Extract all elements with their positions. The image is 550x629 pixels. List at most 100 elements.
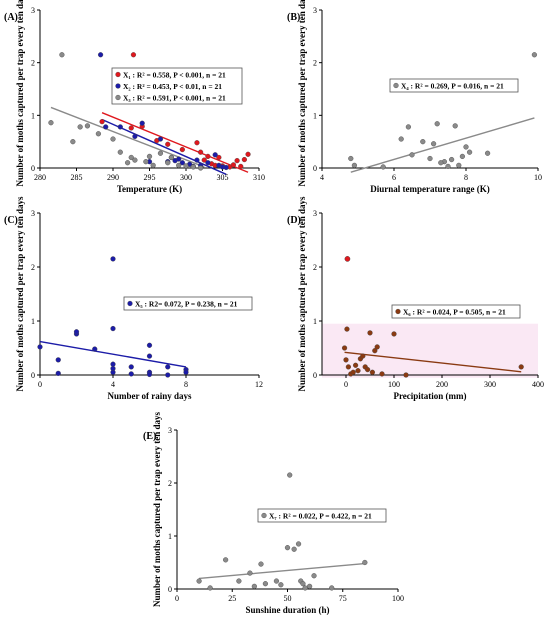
x-tick-label: 295 bbox=[144, 173, 156, 182]
data-point-brown bbox=[367, 330, 373, 336]
y-axis-title: Number of moths captured per trap every … bbox=[15, 0, 25, 187]
legend-box bbox=[389, 78, 519, 93]
data-point-blue bbox=[165, 364, 171, 370]
x-tick-label: 25 bbox=[228, 594, 236, 603]
data-point-gray bbox=[531, 52, 538, 58]
legend-box bbox=[111, 67, 243, 105]
x-axis-title: Precipitation (mm) bbox=[393, 391, 466, 401]
y-tick-label: 1 bbox=[31, 317, 35, 326]
data-point-blue bbox=[146, 353, 153, 359]
fit-line-gray bbox=[350, 117, 535, 173]
legend-entry: X₄ : R² = 0.269, P = 0.016, n = 21 bbox=[401, 82, 504, 91]
data-point-gray bbox=[467, 149, 473, 155]
x-tick-label: 12 bbox=[255, 380, 263, 389]
data-point-gray bbox=[168, 154, 175, 161]
data-point-blue bbox=[194, 157, 200, 163]
legend-entry: X₂ : R² = 0.453, P < 0.01, n = 21 bbox=[123, 82, 222, 91]
x-tick-label: 8 bbox=[464, 173, 468, 182]
y-tick-label: 0 bbox=[313, 371, 317, 380]
data-point-gray bbox=[84, 123, 91, 129]
legend-entry: X₇ : R² = 0.022, P = 0.422, n = 21 bbox=[269, 512, 372, 521]
x-tick-label: 75 bbox=[339, 594, 347, 603]
data-point-brown bbox=[360, 353, 366, 359]
data-point-gray bbox=[143, 159, 149, 165]
y-tick-label: 1 bbox=[168, 532, 172, 541]
data-point-gray bbox=[300, 581, 306, 587]
data-point-gray bbox=[456, 162, 462, 168]
data-point-gray bbox=[291, 546, 297, 552]
data-point-blue bbox=[179, 160, 185, 166]
data-point-gray bbox=[463, 144, 469, 150]
y-tick-label: 3 bbox=[31, 6, 35, 15]
data-point-gray bbox=[273, 578, 280, 584]
legend-marker bbox=[115, 83, 121, 89]
data-point-gray bbox=[251, 583, 257, 589]
data-point-gray bbox=[183, 163, 189, 169]
x-tick-label: 305 bbox=[217, 173, 229, 182]
y-tick-label: 3 bbox=[168, 426, 172, 435]
chart-panel-2: 0 1 2 3 4 6 8 10 Diurnal temperature range (K) Nu… bbox=[287, 0, 542, 194]
legend-entry: X₅ : R2= 0.072, P = 0.238, n = 21 bbox=[135, 300, 238, 309]
data-point-gray bbox=[329, 585, 335, 591]
y-axis-title: Number of moths captured per trap every … bbox=[297, 196, 307, 391]
x-axis-title: Number of rainy days bbox=[107, 391, 192, 401]
legend-marker bbox=[115, 94, 121, 101]
data-point-gray bbox=[380, 164, 386, 170]
data-point-red bbox=[201, 157, 207, 163]
data-point-gray bbox=[438, 160, 444, 166]
data-point-gray bbox=[196, 578, 202, 584]
data-point-gray bbox=[262, 581, 269, 587]
data-point-gray bbox=[70, 139, 76, 145]
data-point-red bbox=[194, 140, 200, 146]
panel-label: (E) bbox=[143, 431, 156, 442]
data-point-red bbox=[198, 149, 204, 155]
y-tick-label: 1 bbox=[313, 317, 317, 326]
legend-entry: X₁ : R² = 0.558, P < 0.001, n = 21 bbox=[123, 71, 226, 80]
x-tick-label: 200 bbox=[436, 380, 448, 389]
y-tick-label: 2 bbox=[313, 59, 317, 68]
panel-label: (D) bbox=[287, 215, 301, 226]
data-point-blue bbox=[212, 152, 218, 158]
legend-box bbox=[257, 508, 387, 523]
data-point-gray bbox=[48, 120, 54, 126]
x-tick-label: 10 bbox=[534, 173, 542, 182]
legend-box bbox=[391, 304, 521, 319]
legend-marker bbox=[115, 71, 121, 78]
y-tick-label: 1 bbox=[313, 111, 317, 120]
fit-line-blue bbox=[101, 118, 227, 175]
x-tick-label: 285 bbox=[71, 173, 83, 182]
data-point-blue bbox=[103, 124, 109, 130]
data-point-gray bbox=[223, 557, 229, 563]
data-point-gray bbox=[128, 154, 134, 161]
y-tick-label: 2 bbox=[31, 59, 35, 68]
chart-panel-1: 0 1 2 3 280 285 290 295 300 305 310 Temperature (K)… bbox=[4, 0, 265, 194]
chart-panel-5: 0 1 2 3 0 25 50 75 100 Sunshine duration (h) Numbe… bbox=[143, 412, 404, 615]
data-point-blue bbox=[110, 325, 116, 332]
panel-label: (C) bbox=[4, 215, 18, 226]
x-tick-label: 100 bbox=[392, 594, 404, 603]
data-point-blue bbox=[97, 52, 104, 58]
data-point-gray bbox=[449, 156, 455, 163]
x-tick-label: 50 bbox=[284, 594, 292, 603]
data-point-blue bbox=[132, 133, 138, 140]
data-point-red bbox=[230, 162, 237, 168]
y-tick-label: 2 bbox=[31, 263, 35, 272]
data-point-blue bbox=[37, 344, 43, 350]
data-point-red bbox=[344, 256, 351, 262]
y-axis-title: Number of moths captured per trap every … bbox=[15, 196, 25, 391]
data-point-gray bbox=[247, 570, 253, 576]
data-point-blue bbox=[205, 160, 211, 166]
x-tick-label: 280 bbox=[34, 173, 46, 182]
data-point-gray bbox=[207, 585, 213, 591]
data-point-blue bbox=[55, 357, 61, 363]
fit-line-red bbox=[101, 112, 249, 173]
data-point-gray bbox=[278, 582, 284, 588]
data-point-blue bbox=[223, 164, 229, 171]
data-point-gray bbox=[198, 165, 204, 171]
data-point-blue bbox=[165, 372, 171, 378]
data-point-blue bbox=[146, 371, 153, 378]
data-point-gray bbox=[307, 583, 313, 589]
data-point-gray bbox=[77, 124, 83, 130]
data-point-gray bbox=[295, 541, 302, 547]
